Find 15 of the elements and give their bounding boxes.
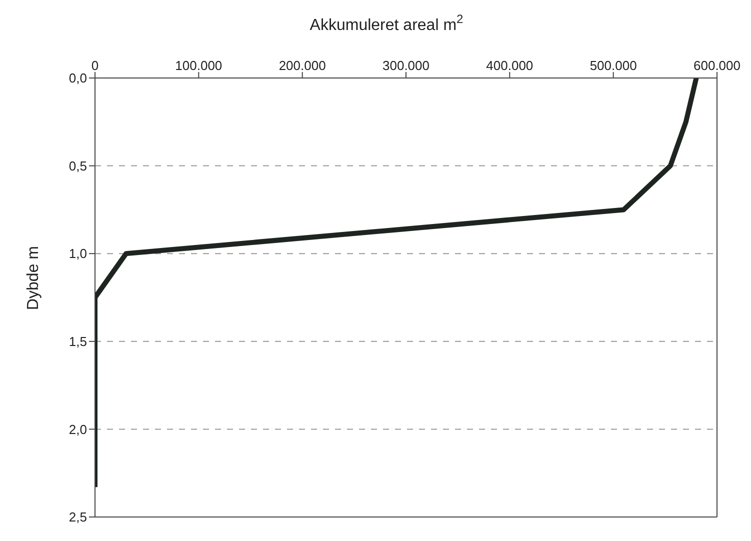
x-tick-label: 200.000	[278, 58, 326, 73]
y-axis-title: Dybde m	[25, 246, 42, 310]
x-tick-label: 500.000	[590, 58, 637, 73]
x-tick-label: 100.000	[175, 58, 222, 73]
x-tick-label: 400.000	[486, 58, 534, 73]
y-tick-label: 0,0	[68, 70, 87, 86]
y-tick-label: 1,5	[68, 334, 87, 350]
y-tick-label: 0,5	[68, 158, 87, 174]
x-tick-label: 300.000	[382, 58, 430, 73]
x-axis-title: Akkumuleret areal m$^{2}$	[310, 12, 464, 34]
x-tick-label: 0	[91, 58, 99, 73]
y-tick-label: 2,0	[68, 422, 87, 437]
y-tick-label: 1,0	[68, 246, 87, 262]
y-tick-label: 2,5	[68, 510, 87, 525]
x-tick-label: 600.000	[694, 58, 740, 73]
